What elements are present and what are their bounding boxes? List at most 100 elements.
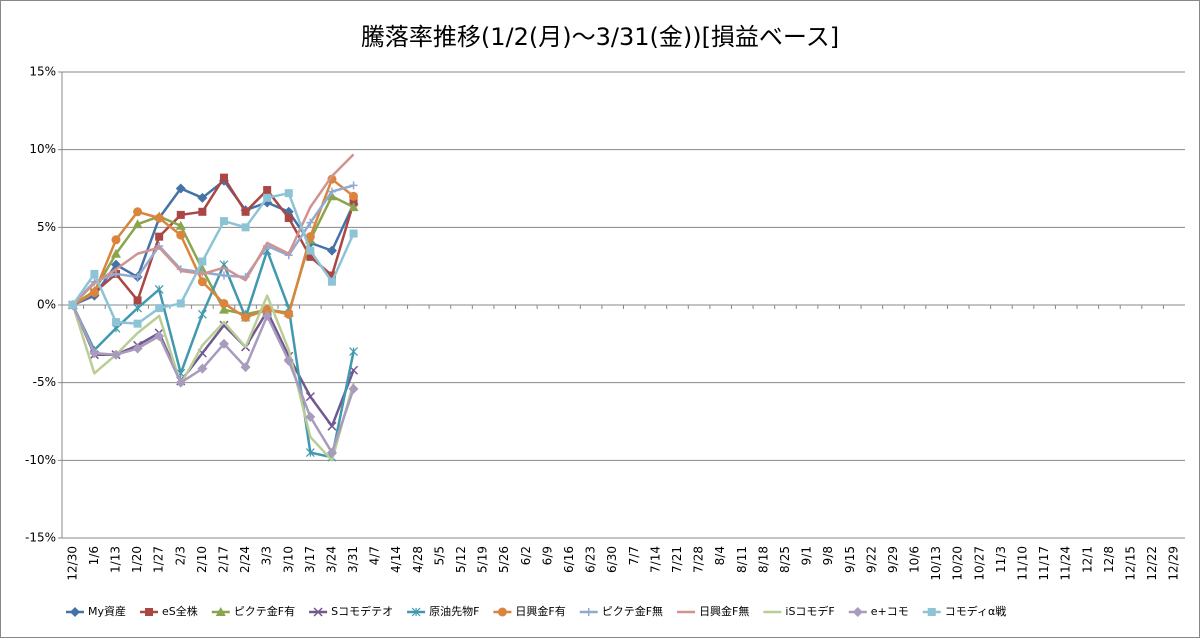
marker — [313, 607, 323, 617]
marker — [197, 192, 208, 203]
marker — [68, 301, 77, 309]
marker — [219, 217, 228, 226]
marker — [349, 191, 359, 201]
marker — [197, 277, 207, 287]
marker — [241, 223, 250, 232]
y-tick-label: 5% — [37, 220, 56, 234]
marker — [133, 319, 142, 328]
marker — [111, 269, 120, 278]
x-tick-label: 4/28 — [411, 546, 425, 573]
marker — [110, 248, 121, 258]
marker — [326, 245, 337, 256]
x-tick-label: 12/1 — [1080, 546, 1094, 573]
plot-area — [67, 153, 359, 462]
marker — [306, 252, 315, 261]
x-tick-label: 12/8 — [1102, 546, 1116, 573]
marker — [176, 210, 185, 219]
legend-label: 日興金F有 — [515, 604, 565, 618]
marker — [133, 303, 143, 313]
marker — [219, 320, 229, 330]
legend: My資産 eS全株 ピクテ金F有 Sコモデテオ 原油先物F 日興金F有 ピクテ金F無 日興金F… — [66, 604, 1006, 618]
x-tick-label: 2/24 — [238, 546, 252, 573]
x-tick-label: 9/15 — [843, 546, 857, 573]
x-tick-label: 7/21 — [670, 546, 684, 573]
marker — [305, 448, 315, 457]
marker — [89, 288, 99, 298]
x-tick-label: 12/29 — [1167, 546, 1181, 581]
x-tick-label: 10/27 — [972, 546, 986, 581]
marker — [306, 246, 315, 255]
marker — [70, 607, 80, 617]
x-tick-label: 10/6 — [908, 546, 922, 573]
legend-label: My資産 — [88, 605, 126, 618]
marker — [111, 235, 121, 245]
marker — [89, 348, 100, 359]
x-tick-label: 11/3 — [994, 546, 1008, 573]
x-tick-label: 5/5 — [432, 546, 446, 565]
marker — [154, 213, 164, 223]
marker — [348, 202, 359, 212]
legend-label: コモディα戦 — [945, 604, 1006, 618]
x-tick-label: 3/10 — [281, 546, 295, 573]
x-tick-label: 12/30 — [65, 546, 79, 581]
marker — [584, 608, 593, 616]
marker — [154, 285, 164, 294]
marker — [305, 411, 316, 422]
marker — [284, 309, 294, 319]
x-tick-label: 3/3 — [260, 546, 274, 565]
marker — [349, 347, 358, 357]
grid: -15% -10% -5% 0% 5% 10% 15% 12/30 1/6 1/13 1/20 1/2… — [25, 65, 1185, 581]
marker — [349, 229, 358, 238]
marker — [218, 338, 229, 349]
x-tick-label: 11/24 — [1059, 546, 1073, 581]
y-tick-label: 10% — [29, 142, 56, 156]
marker — [133, 296, 142, 305]
x-tick-label: 1/20 — [130, 546, 144, 573]
marker — [349, 181, 358, 190]
marker — [90, 269, 99, 278]
marker — [284, 214, 293, 223]
marker — [327, 271, 336, 280]
x-tick-label: 12/22 — [1145, 546, 1159, 581]
x-tick-label: 10/20 — [951, 546, 965, 581]
x-tick-label: 9/1 — [800, 546, 814, 565]
marker — [197, 309, 207, 319]
x-tick-label: 6/9 — [540, 546, 554, 565]
chart-title: 騰落率推移(1/2(月)～3/31(金))[損益ベース] — [361, 23, 839, 51]
marker — [305, 392, 315, 402]
marker — [284, 189, 293, 198]
marker — [145, 608, 154, 616]
marker — [241, 312, 251, 322]
y-tick-label: -15% — [25, 531, 56, 545]
legend-label: ピクテ金F有 — [234, 604, 295, 618]
x-tick-label: 9/8 — [821, 546, 835, 565]
legend-label: e+コモ — [871, 605, 909, 618]
marker — [241, 207, 250, 216]
x-tick-label: 9/29 — [886, 546, 900, 573]
x-tick-label: 11/17 — [1037, 546, 1051, 581]
x-tick-label: 7/14 — [648, 546, 662, 573]
marker — [327, 187, 336, 196]
x-tick-label: 1/6 — [87, 546, 101, 565]
x-tick-label: 8/25 — [778, 546, 792, 573]
marker — [411, 607, 421, 617]
marker — [852, 607, 863, 617]
x-tick-label: 2/3 — [173, 546, 187, 565]
marker — [305, 232, 315, 242]
marker — [176, 230, 186, 240]
x-tick-label: 5/19 — [476, 546, 490, 573]
legend-label: iSコモデF — [785, 604, 834, 618]
marker — [110, 349, 121, 360]
marker — [155, 304, 164, 313]
marker — [176, 299, 185, 308]
x-tick-label: 12/15 — [1124, 546, 1138, 581]
x-tick-label: 5/26 — [497, 546, 511, 573]
marker — [262, 310, 273, 321]
marker — [155, 232, 164, 241]
x-tick-label: 8/4 — [713, 546, 727, 565]
marker — [927, 608, 936, 616]
marker — [133, 207, 143, 217]
marker — [327, 421, 337, 431]
